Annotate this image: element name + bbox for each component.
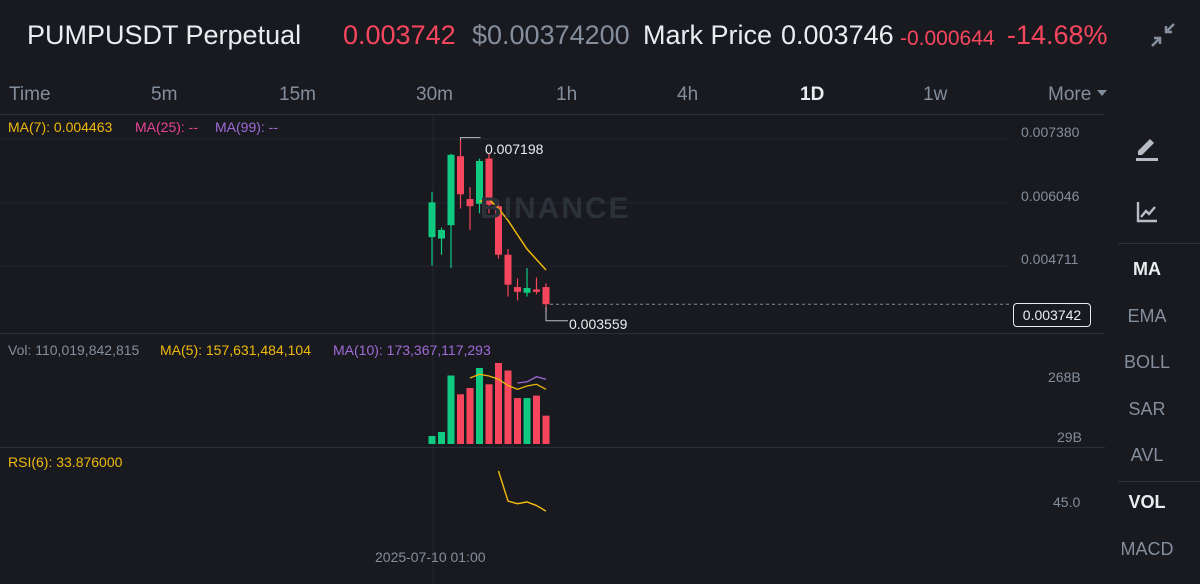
indicator-ma[interactable]: MA (1133, 259, 1161, 279)
tab-15m[interactable]: 15m (279, 84, 316, 105)
vol-ma10-line (517, 376, 547, 384)
tab-1d[interactable]: 1D (800, 84, 825, 105)
indicator-vol[interactable]: VOL (1128, 492, 1166, 512)
volume-bar (485, 384, 493, 444)
symbol-title[interactable]: PUMPUSDT Perpetual (27, 20, 302, 50)
volume-bar (438, 431, 445, 444)
divider (0, 114, 1105, 115)
volume-bar (447, 375, 455, 444)
last-price: 0.003742 (343, 20, 456, 50)
caret-down-icon (1097, 90, 1108, 96)
ma25-legend: MA(25): -- (135, 119, 198, 135)
tab-1h[interactable]: 1h (556, 84, 578, 105)
vol-ma5-line (469, 373, 547, 390)
rsi-axis-label: 45.0 (1053, 494, 1081, 510)
volume-axis-label: 29B (1057, 429, 1082, 445)
volume-bar (533, 395, 540, 444)
pen-draw-icon[interactable] (1132, 133, 1162, 163)
current-price-marker: 0.003742 (1013, 303, 1091, 327)
candle-body (476, 160, 483, 204)
candle-body (542, 287, 550, 305)
more-timeframes-button[interactable]: More (1048, 84, 1108, 106)
tab-5m[interactable]: 5m (151, 84, 178, 105)
volume-bar (466, 388, 474, 444)
candle-body (514, 287, 521, 292)
vol-ma5-legend: MA(5): 157,631,484,104 (160, 342, 311, 358)
volume-bar (504, 370, 512, 444)
ma99-legend: MA(99): -- (215, 119, 278, 135)
volume-legend: Vol: 110,019,842,815 (8, 342, 140, 358)
candle-body (466, 199, 474, 207)
candle-body (495, 206, 502, 255)
indicator-avl[interactable]: AVL (1130, 445, 1164, 465)
volume-bar (457, 394, 464, 444)
usd-price: $0.00374200 (472, 20, 630, 50)
price-axis-label: 0.006046 (1021, 188, 1080, 204)
collapse-arrows-icon[interactable] (1146, 18, 1180, 52)
tab-4h[interactable]: 4h (677, 84, 699, 105)
more-label: More (1048, 84, 1092, 105)
volume-bar (542, 415, 550, 444)
sidebar-divider (1118, 481, 1200, 482)
indicator-ema[interactable]: EMA (1127, 306, 1167, 326)
chart-trend-icon[interactable] (1132, 197, 1162, 227)
indicator-sidebar: MA EMA BOLL SAR AVL VOL MACD (1110, 115, 1200, 584)
tab-30m[interactable]: 30m (416, 84, 453, 105)
volume-bar (428, 436, 436, 444)
ma7-line (479, 198, 547, 271)
divider (0, 333, 1105, 334)
indicator-macd[interactable]: MACD (1120, 539, 1174, 559)
volume-bar (476, 367, 483, 444)
high-marker-line (460, 137, 481, 140)
candle-body (504, 254, 512, 285)
candle-body (523, 288, 531, 293)
price-axis-label: 0.007380 (1021, 124, 1080, 140)
vol-ma10-legend: MA(10): 173,367,117,293 (333, 342, 491, 358)
price-change-pct: -14.68% (1007, 20, 1108, 50)
volume-axis-label: 268B (1048, 369, 1081, 385)
price-axis-label: 0.004711 (1021, 251, 1079, 267)
rsi-line (497, 470, 547, 512)
candle-body (447, 154, 455, 226)
volume-bar (514, 398, 521, 444)
timeframe-bar: Time 5m 15m 30m 1h 4h 1D 1w More (0, 78, 1200, 112)
volume-bar (523, 398, 531, 444)
low-price-label: 0.003559 (569, 316, 628, 332)
candle-body (533, 289, 540, 292)
candle-body (428, 202, 436, 238)
candle-body (485, 158, 493, 205)
candle-body (457, 156, 464, 195)
low-marker-line (545, 306, 568, 322)
candlestick-chart[interactable] (0, 115, 1105, 584)
high-price-label: 0.007198 (485, 141, 544, 157)
watermark-logo: BINANCE (480, 192, 631, 225)
mark-price-label: Mark Price (643, 20, 773, 50)
tab-1w[interactable]: 1w (923, 84, 948, 105)
volume-bar (495, 362, 502, 444)
divider (0, 447, 1105, 448)
tab-time[interactable]: Time (9, 84, 51, 105)
time-axis-label: 2025-07-10 01:00 (375, 549, 486, 565)
mark-price-value: 0.003746 (781, 20, 894, 50)
rsi-legend: RSI(6): 33.876000 (8, 454, 123, 470)
sidebar-divider (1118, 243, 1200, 244)
candle-body (438, 229, 445, 239)
price-change-abs: -0.000644 (900, 27, 995, 50)
ma7-legend: MA(7): 0.004463 (8, 119, 113, 135)
indicator-boll[interactable]: BOLL (1123, 352, 1171, 372)
indicator-sar[interactable]: SAR (1128, 399, 1166, 419)
ticker-header: PUMPUSDT Perpetual 0.003742 $0.00374200 … (0, 0, 1200, 70)
